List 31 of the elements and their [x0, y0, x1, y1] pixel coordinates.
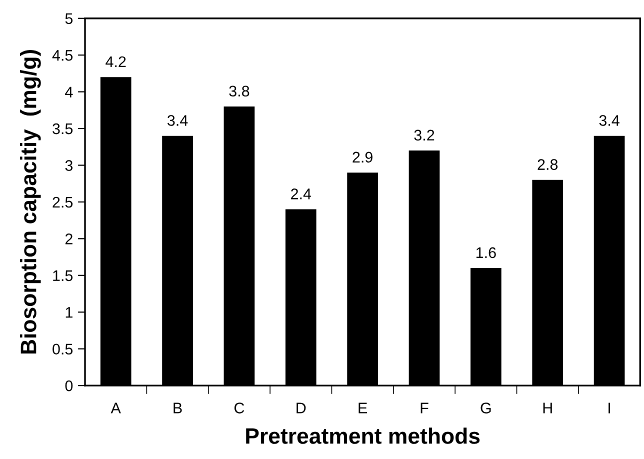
y-tick-label: 1.5 [53, 270, 73, 282]
y-tick-label: 4.5 [52, 50, 73, 61]
y-tick-label: 3.5 [52, 123, 73, 134]
y-tick-label: 3 [65, 160, 73, 171]
x-tick-label: E [358, 402, 368, 414]
x-axis-title: Pretreatment methods [246, 428, 480, 444]
x-tick-label: G [480, 402, 491, 414]
x-tick-label: A [110, 402, 121, 414]
x-tick-label: F [420, 402, 428, 414]
x-tick-label: I [608, 402, 610, 414]
data-label: 3.4 [599, 115, 620, 126]
x-tick-label: B [174, 402, 182, 414]
y-tick-label: 5 [65, 13, 73, 24]
x-tick-label: D [296, 402, 306, 414]
x-tick-label: C [234, 402, 244, 414]
y-tick-label: 4 [65, 86, 73, 98]
x-tick-label: H [543, 402, 552, 414]
y-tick-label: 0 [65, 380, 73, 392]
data-label: 1.6 [476, 247, 496, 258]
data-label: 3.8 [229, 86, 250, 97]
data-label: 2.9 [352, 152, 372, 163]
data-label: 2.8 [538, 159, 558, 170]
data-label: 3.2 [414, 130, 434, 141]
y-axis-title: Biosorption capacitiy (mg/g) [20, 50, 41, 354]
y-tick-label: 2.5 [52, 196, 73, 208]
data-label: 3.4 [167, 115, 188, 126]
y-tick-label: 0.5 [52, 344, 73, 355]
y-tick-label: 2 [65, 234, 72, 244]
data-label: 4.2 [106, 56, 126, 67]
y-tick-label: 1 [66, 307, 72, 318]
data-label: 2.4 [291, 188, 312, 200]
